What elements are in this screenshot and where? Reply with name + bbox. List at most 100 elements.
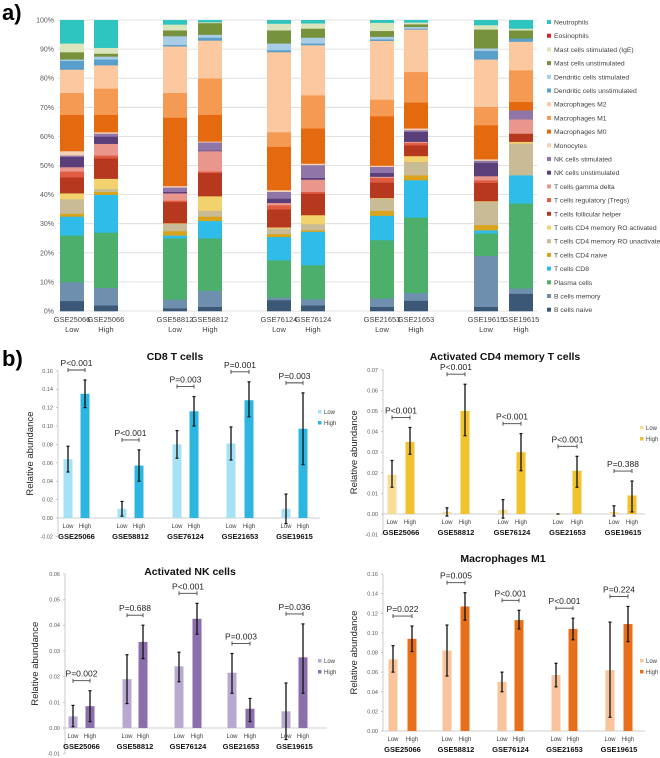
bar-segment xyxy=(509,20,533,29)
y-tick-label: 0.12 xyxy=(367,611,378,617)
legend-swatch xyxy=(547,143,551,148)
y-axis-label: Relative abundance xyxy=(349,410,360,494)
p-value-label: P<0.001 xyxy=(496,412,528,422)
x-label-dataset: GSE76124 xyxy=(492,745,530,754)
legend-label: Plasma cells xyxy=(554,280,593,287)
bar-segment xyxy=(163,200,187,203)
bar-segment xyxy=(370,172,394,177)
p-value-label: P<0.001 xyxy=(495,588,527,598)
bar-segment xyxy=(267,146,291,191)
bar-segment xyxy=(267,260,291,298)
legend-label: Neutrophils xyxy=(554,20,589,27)
bar-segment xyxy=(370,197,394,199)
bar-segment xyxy=(301,223,325,231)
bar-segment xyxy=(474,180,498,183)
p-value-label: P=0.688 xyxy=(119,603,151,613)
x-label-group: High xyxy=(459,520,471,526)
bar-segment xyxy=(301,299,325,306)
p-value-label: P=0.388 xyxy=(607,459,639,469)
bar-segment xyxy=(404,141,428,144)
legend-label: T cells CD8 xyxy=(554,266,589,273)
x-label-group: Low xyxy=(65,325,79,334)
bar-segment xyxy=(301,191,325,194)
y-tick-label: 0.10 xyxy=(367,631,378,637)
stacked-bar-chart: 0% 10% 20% 30% 40% 50% 60% 70% 80% 90% 100% GSE2506… xyxy=(36,18,660,335)
x-label-dataset: GSE21653 xyxy=(549,528,586,537)
legend-label: Low xyxy=(646,426,658,432)
x-label-dataset: GSE21653 xyxy=(398,315,435,324)
bar-segment xyxy=(94,232,118,289)
y-tick-label: 0.06 xyxy=(367,388,378,394)
x-label-group: Low xyxy=(62,524,74,530)
bar-segment xyxy=(474,48,498,51)
legend-swatch xyxy=(318,421,322,425)
x-label-group: Low xyxy=(168,325,182,334)
panel-label-b: b) xyxy=(2,346,23,371)
bar-segment xyxy=(301,193,325,216)
y-tick-label: 0.01 xyxy=(367,491,378,497)
bar-segment xyxy=(267,299,291,312)
x-label-group: High xyxy=(567,737,579,743)
legend-swatch xyxy=(547,157,551,161)
bar-segment xyxy=(163,44,187,47)
x-label-dataset: GSE58812 xyxy=(438,745,475,754)
y-tick-label: 0.02 xyxy=(42,498,53,504)
y-tick-label: 0.16 xyxy=(42,369,53,375)
bar-segment xyxy=(404,26,428,29)
bar-segment xyxy=(60,235,84,283)
y-axis-label: Relative abundance xyxy=(30,622,41,706)
bar-segment xyxy=(404,22,428,25)
x-label-group: Low xyxy=(441,520,453,526)
x-label-group: Low xyxy=(608,520,620,526)
y-tick-label: 0.08 xyxy=(42,442,53,448)
bar-segment xyxy=(60,193,84,200)
bar-segment xyxy=(301,37,325,44)
p-value-label: P<0.001 xyxy=(440,362,472,372)
bar-segment xyxy=(509,143,533,176)
legend-label: T cells regulatory (Tregs) xyxy=(554,198,629,205)
bar-segment xyxy=(404,102,428,129)
legend-swatch xyxy=(547,88,551,93)
legend-swatch xyxy=(547,266,551,271)
x-label-group: Low xyxy=(375,325,389,334)
y-tick-label: 90% xyxy=(40,47,54,54)
p-value-label: P=0.003 xyxy=(225,631,257,641)
bar-segment xyxy=(163,36,187,46)
p-value-label: P<0.001 xyxy=(385,405,417,415)
y-tick-label: 0.00 xyxy=(367,729,378,735)
x-label-dataset: GSE25066 xyxy=(63,742,100,751)
bar-segment xyxy=(509,38,533,42)
y-tick-label: 0.04 xyxy=(49,623,60,629)
bar-segment xyxy=(163,185,187,188)
x-label-group: High xyxy=(459,737,471,743)
bar-segment xyxy=(267,236,291,261)
x-label-group: High xyxy=(84,734,96,740)
legend-label: T cells CD4 memory RO unactivated xyxy=(554,239,660,246)
bar-segment xyxy=(163,117,187,187)
bar-segment xyxy=(94,65,118,89)
bar-high xyxy=(516,452,526,514)
legend-swatch xyxy=(547,102,551,107)
bar-segment xyxy=(301,163,325,166)
x-label-group: High xyxy=(244,734,256,740)
bar-segment xyxy=(94,59,118,66)
legend-label: B cells memory xyxy=(554,294,601,301)
y-tick-label: 0.10 xyxy=(42,424,53,430)
bar-segment xyxy=(198,141,222,143)
bar-segment xyxy=(301,214,325,225)
bar-high xyxy=(134,465,144,518)
legend-label: High xyxy=(324,670,336,676)
y-tick-label: 0% xyxy=(44,309,54,316)
x-label-dataset: GSE76124 xyxy=(167,532,205,541)
bar-segment xyxy=(370,198,394,211)
x-label-group: High xyxy=(513,325,528,334)
bar-segment xyxy=(301,45,325,96)
bar-segment xyxy=(163,230,187,236)
bar-segment xyxy=(301,177,325,180)
y-tick-label: -0.02 xyxy=(40,534,53,540)
bar-segment xyxy=(267,189,291,192)
bar-segment xyxy=(474,159,498,161)
bar-segment xyxy=(301,305,325,312)
bar-high xyxy=(244,400,254,518)
bar-segment xyxy=(370,165,394,167)
